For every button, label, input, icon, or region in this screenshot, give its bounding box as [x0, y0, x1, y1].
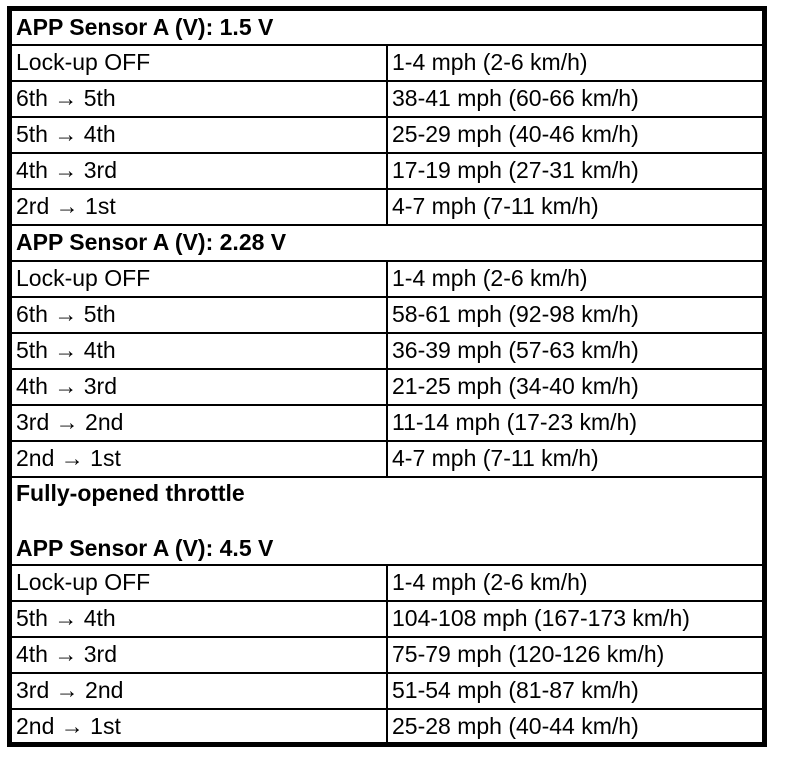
- speed-cell: 4-7 mph (7-11 km/h): [386, 439, 766, 478]
- table-row: Lock-up OFF 1-4 mph (2-6 km/h): [8, 43, 766, 82]
- table-row: 3rd → 2nd 11-14 mph (17-23 km/h): [8, 403, 766, 442]
- shift-cell: Lock-up OFF: [8, 563, 388, 602]
- speed-cell: 25-28 mph (40-44 km/h): [386, 707, 766, 746]
- speed-cell: 11-14 mph (17-23 km/h): [386, 403, 766, 442]
- table-row: 6th → 5th 38-41 mph (60-66 km/h): [8, 79, 766, 118]
- speed-cell: 25-29 mph (40-46 km/h): [386, 115, 766, 154]
- throttle-state-label: Fully-opened throttle: [16, 479, 245, 506]
- speed-cell: 51-54 mph (81-87 km/h): [386, 671, 766, 710]
- sensor-voltage-header: APP Sensor A (V): 1.5 V: [8, 7, 766, 46]
- shift-cell: Lock-up OFF: [8, 259, 388, 298]
- table-row: Lock-up OFF 1-4 mph (2-6 km/h): [8, 563, 766, 602]
- shift-speed-table: APP Sensor A (V): 1.5 V Lock-up OFF 1-4 mp…: [7, 6, 767, 747]
- speed-cell: 58-61 mph (92-98 km/h): [386, 295, 766, 334]
- table-row: 5th → 4th 104-108 mph (167-173 km/h): [8, 599, 766, 638]
- speed-cell: 104-108 mph (167-173 km/h): [386, 599, 766, 638]
- section-header-row: APP Sensor A (V): 2.28 V: [8, 223, 766, 262]
- shift-cell: 2rd → 1st: [8, 187, 388, 226]
- table-row: 2rd → 1st 4-7 mph (7-11 km/h): [8, 187, 766, 226]
- speed-cell: 4-7 mph (7-11 km/h): [386, 187, 766, 226]
- table-row: 4th → 3rd 21-25 mph (34-40 km/h): [8, 367, 766, 406]
- speed-cell: 75-79 mph (120-126 km/h): [386, 635, 766, 674]
- shift-cell: 5th → 4th: [8, 115, 388, 154]
- throttle-section-header-cell: Fully-opened throttle APP Sensor A (V): 4…: [8, 475, 766, 566]
- table-row: 4th → 3rd 75-79 mph (120-126 km/h): [8, 635, 766, 674]
- shift-cell: Lock-up OFF: [8, 43, 388, 82]
- shift-cell: 4th → 3rd: [8, 367, 388, 406]
- shift-cell: 3rd → 2nd: [8, 403, 388, 442]
- speed-cell: 1-4 mph (2-6 km/h): [386, 43, 766, 82]
- table-row: 3rd → 2nd 51-54 mph (81-87 km/h): [8, 671, 766, 710]
- throttle-section-header: Fully-opened throttle APP Sensor A (V): 4…: [16, 480, 757, 562]
- table-row: 6th → 5th 58-61 mph (92-98 km/h): [8, 295, 766, 334]
- shift-cell: 3rd → 2nd: [8, 671, 388, 710]
- shift-cell: 4th → 3rd: [8, 635, 388, 674]
- table-row: 2nd → 1st 25-28 mph (40-44 km/h): [8, 707, 766, 746]
- shift-cell: 6th → 5th: [8, 79, 388, 118]
- table-row: 5th → 4th 25-29 mph (40-46 km/h): [8, 115, 766, 154]
- speed-cell: 17-19 mph (27-31 km/h): [386, 151, 766, 190]
- sensor-voltage-header: APP Sensor A (V): 2.28 V: [8, 223, 766, 262]
- shift-cell: 6th → 5th: [8, 295, 388, 334]
- shift-cell: 5th → 4th: [8, 331, 388, 370]
- speed-cell: 38-41 mph (60-66 km/h): [386, 79, 766, 118]
- shift-speed-table-body: APP Sensor A (V): 1.5 V Lock-up OFF 1-4 mp…: [8, 7, 766, 746]
- shift-cell: 5th → 4th: [8, 599, 388, 638]
- shift-cell: 4th → 3rd: [8, 151, 388, 190]
- table-row: 2nd → 1st 4-7 mph (7-11 km/h): [8, 439, 766, 478]
- section-header-row: Fully-opened throttle APP Sensor A (V): 4…: [8, 475, 766, 566]
- speed-cell: 1-4 mph (2-6 km/h): [386, 563, 766, 602]
- shift-cell: 2nd → 1st: [8, 707, 388, 746]
- speed-cell: 36-39 mph (57-63 km/h): [386, 331, 766, 370]
- shift-cell: 2nd → 1st: [8, 439, 388, 478]
- table-row: 5th → 4th 36-39 mph (57-63 km/h): [8, 331, 766, 370]
- speed-cell: 21-25 mph (34-40 km/h): [386, 367, 766, 406]
- table-row: Lock-up OFF 1-4 mph (2-6 km/h): [8, 259, 766, 298]
- section-header-row: APP Sensor A (V): 1.5 V: [8, 7, 766, 46]
- sensor-voltage-header: APP Sensor A (V): 4.5 V: [16, 535, 274, 562]
- table-row: 4th → 3rd 17-19 mph (27-31 km/h): [8, 151, 766, 190]
- speed-cell: 1-4 mph (2-6 km/h): [386, 259, 766, 298]
